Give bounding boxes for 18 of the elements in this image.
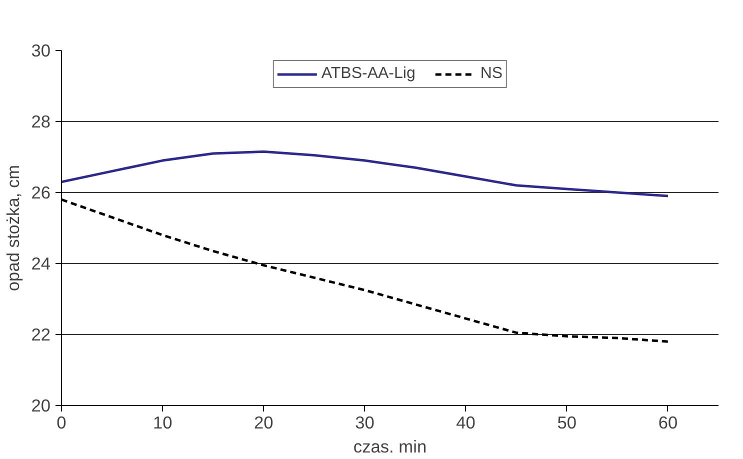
- x-tick-label: 40: [456, 412, 476, 432]
- y-tick-label: 24: [31, 254, 51, 274]
- x-tick-label: 30: [355, 412, 374, 432]
- x-tick-label: 60: [658, 412, 678, 432]
- legend-label: NS: [480, 65, 503, 83]
- x-tick-label: 50: [557, 412, 577, 432]
- line-series: [62, 150, 670, 198]
- y-tick-label: 22: [31, 324, 51, 344]
- x-tick-label: 0: [56, 412, 66, 432]
- x-axis-title: czas. min: [353, 436, 427, 456]
- x-tick-label: 10: [152, 412, 172, 432]
- y-tick-label: 20: [31, 396, 51, 416]
- y-axis-title: opad stożka, cm: [3, 164, 24, 292]
- legend-label: ATBS-AA-Lig: [321, 65, 416, 83]
- y-tick-label: 26: [31, 182, 51, 202]
- y-tick-label: 28: [31, 112, 51, 132]
- x-tick-label: 20: [254, 412, 274, 432]
- y-tick-label: 30: [31, 40, 51, 60]
